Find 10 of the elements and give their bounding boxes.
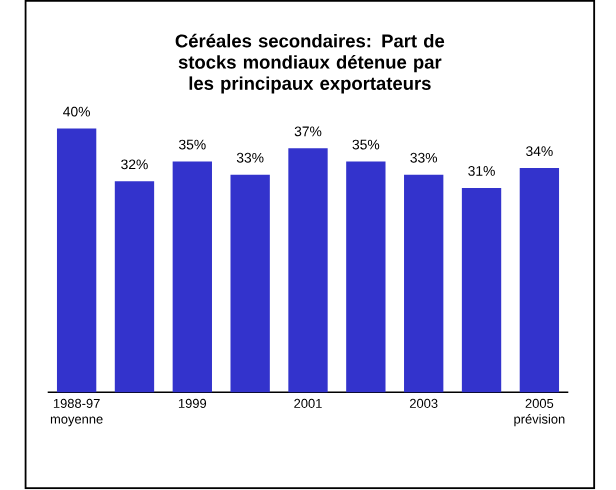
bar bbox=[519, 168, 560, 393]
chart-title: Céréales secondaires: Part de stocks mondiaux détenue par les principaux exportateurs bbox=[175, 34, 445, 94]
bar bbox=[56, 128, 97, 393]
bar bbox=[172, 161, 212, 393]
bar bbox=[230, 175, 270, 393]
bar bbox=[346, 161, 386, 393]
bar bbox=[461, 188, 502, 393]
bar bbox=[404, 175, 444, 393]
bar bbox=[288, 148, 328, 393]
bar bbox=[114, 181, 155, 393]
